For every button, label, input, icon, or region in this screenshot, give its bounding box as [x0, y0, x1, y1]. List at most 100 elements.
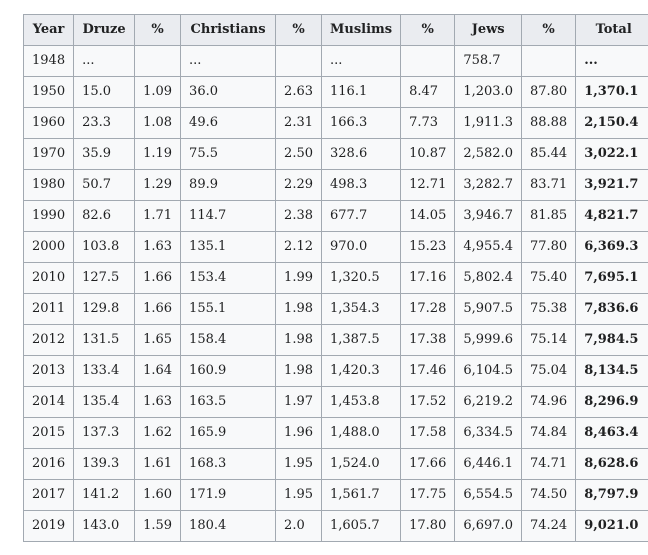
cell-muslims-percent: 17.28 [400, 293, 456, 325]
cell-druze: 131.5 [73, 324, 136, 356]
cell-year: 1948 [22, 45, 75, 77]
cell-christians: 36.0 [180, 76, 277, 108]
cell-druze: 127.5 [73, 262, 136, 294]
cell-jews-percent: 88.88 [520, 107, 577, 139]
cell-muslims: 1,524.0 [320, 448, 402, 480]
cell-druze-percent: 1.63 [134, 386, 182, 418]
cell-druze: 139.3 [73, 448, 136, 480]
cell-jews-percent: 75.40 [520, 262, 577, 294]
cell-jews-percent [520, 45, 577, 77]
cell-muslims-percent: 17.46 [400, 355, 456, 387]
cell-jews-percent: 74.96 [520, 386, 577, 418]
cell-muslims-percent: 7.73 [400, 107, 456, 139]
cell-muslims-percent: 17.38 [400, 324, 456, 356]
column-header-druze-percent: % [134, 14, 182, 46]
cell-druze: 137.3 [73, 417, 136, 449]
cell-christians: 75.5 [180, 138, 277, 170]
cell-jews-percent: 87.80 [520, 76, 577, 108]
cell-druze-percent: 1.19 [134, 138, 182, 170]
table-row: 2019 143.0 1.59 180.4 2.0 1,605.7 17.80 6,697.0… [22, 510, 648, 542]
cell-year: 2014 [22, 386, 75, 418]
cell-year: 1970 [22, 138, 75, 170]
cell-christians-percent: 2.38 [275, 200, 322, 232]
cell-christians-percent: 1.99 [275, 262, 322, 294]
cell-christians-percent: 1.95 [275, 448, 322, 480]
cell-jews-percent: 75.14 [520, 324, 577, 356]
cell-druze: 133.4 [73, 355, 136, 387]
table-row: 1950 15.0 1.09 36.0 2.63 116.1 8.47 1,203.0 87.8… [22, 76, 648, 108]
cell-jews: 3,282.7 [454, 169, 522, 201]
cell-total: 8,296.9 [575, 386, 648, 418]
column-header-muslims-percent: % [400, 14, 456, 46]
table-row: 2013 133.4 1.64 160.9 1.98 1,420.3 17.46 6,104.… [22, 355, 648, 387]
header-row: Year Druze% Christians% Muslims% Jews% Total [22, 14, 648, 46]
cell-total: 1,370.1 [575, 76, 648, 108]
cell-druze: 82.6 [73, 200, 136, 232]
cell-muslims: 116.1 [320, 76, 402, 108]
cell-jews: 5,802.4 [454, 262, 522, 294]
cell-muslims: 677.7 [320, 200, 402, 232]
cell-total: 8,134.5 [575, 355, 648, 387]
cell-muslims: 1,605.7 [320, 510, 402, 542]
cell-total: 3,921.7 [575, 169, 648, 201]
cell-jews-percent: 75.04 [520, 355, 577, 387]
cell-jews-percent: 75.38 [520, 293, 577, 325]
cell-muslims-percent: 17.58 [400, 417, 456, 449]
cell-jews: 4,955.4 [454, 231, 522, 263]
table-row: 1960 23.3 1.08 49.6 2.31 166.3 7.73 1,911.3 88.8… [22, 107, 648, 139]
cell-muslims-percent: 17.80 [400, 510, 456, 542]
cell-jews: 2,582.0 [454, 138, 522, 170]
cell-christians-percent: 1.98 [275, 324, 322, 356]
table-row: 1970 35.9 1.19 75.5 2.50 328.6 10.87 2,582.0 85.… [22, 138, 648, 170]
cell-muslims-percent: 17.52 [400, 386, 456, 418]
cell-jews-percent: 74.84 [520, 417, 577, 449]
cell-druze: 103.8 [73, 231, 136, 263]
cell-muslims: 498.3 [320, 169, 402, 201]
table-body: 1948......... 758.7... 1950 15.0 1.09 36.0 2.6… [22, 45, 648, 542]
cell-christians-percent: 2.0 [275, 510, 322, 542]
cell-jews: 5,999.6 [454, 324, 522, 356]
cell-year: 2015 [22, 417, 75, 449]
cell-druze: 143.0 [73, 510, 136, 542]
table-row: 2015 137.3 1.62 165.9 1.96 1,488.0 17.58 6,334.… [22, 417, 648, 449]
cell-druze-percent: 1.59 [134, 510, 182, 542]
cell-year: 1950 [22, 76, 75, 108]
cell-druze-percent: 1.63 [134, 231, 182, 263]
cell-druze-percent: 1.66 [134, 293, 182, 325]
table-row: 2017 141.2 1.60 171.9 1.95 1,561.7 17.75 6,554.… [22, 479, 648, 511]
cell-muslims-percent: 17.75 [400, 479, 456, 511]
cell-druze-percent: 1.66 [134, 262, 182, 294]
column-header-jews-percent: % [520, 14, 577, 46]
cell-total: 2,150.4 [575, 107, 648, 139]
column-header-muslims: Muslims [320, 14, 402, 46]
cell-muslims-percent: 17.66 [400, 448, 456, 480]
cell-year: 2017 [22, 479, 75, 511]
cell-jews: 5,907.5 [454, 293, 522, 325]
cell-druze: 35.9 [73, 138, 136, 170]
cell-jews: 1,203.0 [454, 76, 522, 108]
cell-year: 2013 [22, 355, 75, 387]
cell-druze-percent: 1.61 [134, 448, 182, 480]
cell-year: 1980 [22, 169, 75, 201]
cell-total: 8,463.4 [575, 417, 648, 449]
cell-jews: 6,697.0 [454, 510, 522, 542]
table-row: 1990 82.6 1.71 114.7 2.38 677.7 14.05 3,946.7 81… [22, 200, 648, 232]
cell-year: 2016 [22, 448, 75, 480]
cell-druze-percent: 1.09 [134, 76, 182, 108]
cell-christians: 168.3 [180, 448, 277, 480]
cell-christians: 163.5 [180, 386, 277, 418]
cell-muslims: 1,420.3 [320, 355, 402, 387]
cell-christians: 153.4 [180, 262, 277, 294]
cell-christians: 165.9 [180, 417, 277, 449]
cell-total: 6,369.3 [575, 231, 648, 263]
cell-muslims: 970.0 [320, 231, 402, 263]
cell-muslims: 1,561.7 [320, 479, 402, 511]
cell-druze-percent: 1.29 [134, 169, 182, 201]
cell-druze: 129.8 [73, 293, 136, 325]
cell-christians: 49.6 [180, 107, 277, 139]
cell-muslims: 328.6 [320, 138, 402, 170]
column-header-total: Total [575, 14, 648, 46]
cell-muslims-percent [400, 45, 456, 77]
cell-total: 8,797.9 [575, 479, 648, 511]
cell-christians-percent: 1.96 [275, 417, 322, 449]
